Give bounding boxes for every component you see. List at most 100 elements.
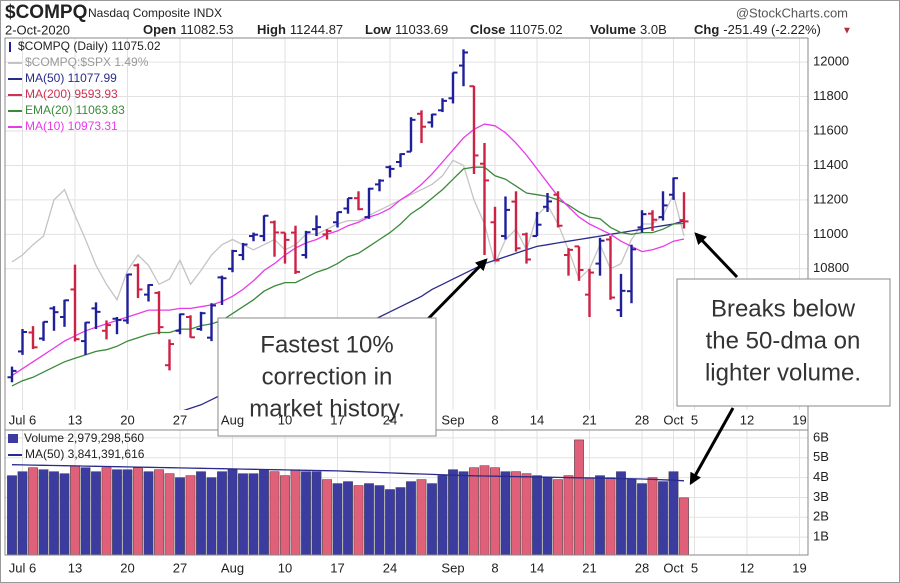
stat: Chg -251.49 (-2.22%) (694, 22, 821, 37)
volume-bar (17, 471, 28, 556)
y-tick-label: 5B (813, 449, 829, 464)
volume-bar (259, 469, 269, 556)
volume-bar (143, 471, 154, 556)
volume-bar (458, 471, 469, 556)
y-tick-label: 1B (813, 529, 829, 544)
volume-bar (364, 483, 374, 556)
volume-bar (427, 483, 437, 556)
stat-label: Chg (694, 22, 719, 37)
volume-bar (301, 471, 311, 556)
volume-bar (584, 477, 595, 556)
down-arrow: ▼ (842, 26, 852, 37)
volume-bar (637, 483, 647, 556)
x-tick-label: 17 (330, 412, 344, 427)
y-tick-label: 11400 (813, 157, 848, 172)
stat-value: 11033.69 (395, 22, 448, 37)
stat-label: Low (365, 22, 392, 37)
volume-bar (406, 481, 416, 556)
y-tick-label: 12000 (813, 54, 849, 69)
x-tick-label: 14 (530, 560, 544, 575)
volume-bar (332, 483, 343, 556)
x-tick-label: 10 (278, 412, 292, 427)
volume-bar (133, 467, 143, 556)
volume-bar (532, 475, 542, 556)
stat-label: Volume (590, 22, 636, 37)
x-tick-label: 10 (278, 560, 292, 575)
volume-bar (490, 467, 500, 556)
volume-bar (154, 469, 164, 556)
volume-bar (563, 475, 574, 556)
x-tick-label: Sep (441, 412, 464, 427)
volume-bar (374, 485, 385, 556)
y-tick-label: 11800 (813, 88, 848, 103)
volume-bar (668, 471, 679, 556)
y-tick-label: 10800 (813, 260, 849, 275)
x-tick-label: Aug (221, 412, 244, 427)
stat: Close 11075.02 (470, 22, 563, 37)
date: 2-Oct-2020 (5, 22, 70, 37)
x-tick-label: 5 (691, 412, 698, 427)
line (11, 159, 685, 302)
volume-bar (542, 477, 553, 556)
legend-label: EMA(20) 11063.83 (25, 103, 125, 117)
volume-bar (574, 439, 584, 556)
annotation-text: correction in (262, 363, 393, 390)
volume-bar (616, 471, 626, 556)
volume-bar (101, 467, 112, 556)
volume-bar (59, 473, 70, 556)
x-tick-label: 20 (120, 560, 134, 575)
y-tick-label: 11000 (813, 226, 848, 241)
price-label: $COMPQ (Daily) 11075.02 (18, 39, 161, 53)
volume-bar (112, 469, 122, 556)
x-tick-label: 17 (330, 560, 344, 575)
volume-bar (196, 471, 206, 556)
stat: High 11244.87 (257, 22, 343, 37)
volume-bar (122, 469, 133, 556)
x-tick-label: 13 (68, 560, 82, 575)
x-tick-label: 12 (740, 412, 754, 427)
volume-bar (553, 479, 563, 556)
line (11, 464, 685, 482)
y-tick-label: 11600 (813, 122, 848, 137)
y-tick-label: 6B (813, 429, 829, 444)
volume-bar (605, 477, 616, 556)
stat-label: High (257, 22, 286, 37)
x-tick-label: 8 (491, 560, 498, 575)
y-tick-label: 3B (813, 489, 829, 504)
stat-value: 3.0B (640, 22, 667, 37)
volume-bar (217, 471, 227, 556)
x-tick-label: 28 (635, 560, 649, 575)
legend-label: MA(50) 11077.99 (25, 71, 117, 85)
legend-icon (8, 434, 18, 443)
volume-bar (416, 479, 427, 556)
x-tick-label: 21 (582, 560, 596, 575)
volume-bar (353, 485, 364, 556)
volume-bar (49, 471, 59, 556)
x-tick-label: 24 (383, 412, 397, 427)
x-tick-label: 21 (582, 412, 596, 427)
stat: Open 11082.53 (143, 22, 234, 37)
volume-bar (679, 497, 689, 556)
stat: Volume 3.0B (590, 22, 667, 37)
volume-bar (7, 475, 17, 556)
volume-bar (238, 473, 248, 556)
line (11, 123, 685, 377)
volume-bar (38, 469, 49, 556)
volume-bar (269, 471, 280, 556)
x-tick-label: 27 (173, 560, 187, 575)
y-tick-label: 11200 (813, 191, 848, 206)
volume-bar (91, 471, 101, 556)
y-tick-label: 4B (813, 469, 829, 484)
x-tick-label: Jul 6 (9, 560, 36, 575)
volume-bar (479, 465, 490, 556)
legend-label: MA(10) 10973.31 (25, 119, 118, 133)
x-tick-label: 27 (173, 412, 187, 427)
volume-label: Volume 2,979,298,560 (24, 431, 144, 445)
legend-label: MA(50) 3,841,391,616 (25, 447, 145, 461)
annotation-text: lighter volume. (705, 359, 861, 386)
volume-bar (469, 467, 479, 556)
callout-box (217, 317, 437, 437)
stat-label: Open (143, 22, 176, 37)
arrow (694, 232, 739, 279)
x-tick-label: Oct (663, 560, 684, 575)
